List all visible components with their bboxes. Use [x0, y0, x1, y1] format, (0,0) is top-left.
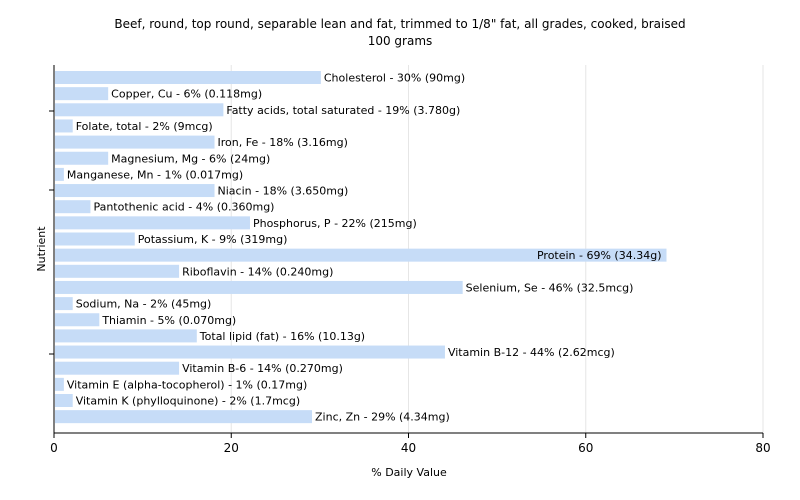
- bar: [55, 216, 250, 230]
- bar: [55, 200, 91, 214]
- bar: [55, 345, 445, 359]
- bar: [55, 87, 109, 101]
- bar: [55, 394, 73, 407]
- x-axis-title: % Daily Value: [371, 466, 447, 479]
- bar-label: Copper, Cu - 6% (0.118mg): [111, 88, 262, 101]
- bar-label: Fatty acids, total saturated - 19% (3.78…: [226, 104, 460, 117]
- bar: [55, 103, 224, 117]
- bar-label: Zinc, Zn - 29% (4.34mg): [315, 411, 450, 424]
- x-tick-label: 0: [50, 441, 58, 455]
- axes: 0 20 40 60 80: [49, 65, 771, 455]
- bar-label: Riboflavin - 14% (0.240mg): [182, 265, 333, 278]
- bar: [55, 135, 215, 149]
- bar-label: Magnesium, Mg - 6% (24mg): [111, 152, 270, 165]
- chart-title: Beef, round, top round, separable lean a…: [114, 17, 686, 31]
- bar-label: Vitamin B-6 - 14% (0.270mg): [182, 362, 343, 375]
- bar-label: Iron, Fe - 18% (3.16mg): [218, 136, 348, 149]
- bar: [55, 410, 313, 424]
- bar: [55, 167, 64, 181]
- bar: [55, 232, 135, 246]
- bar: [55, 313, 100, 327]
- bar: [55, 297, 73, 311]
- bar: [55, 151, 109, 165]
- bar-label: Protein - 69% (34.34g): [537, 249, 662, 262]
- bar-label: Total lipid (fat) - 16% (10.13g): [199, 330, 365, 343]
- x-tick-label: 80: [755, 441, 770, 455]
- bar-label: Manganese, Mn - 1% (0.017mg): [67, 168, 243, 181]
- bar-label: Potassium, K - 9% (319mg): [138, 233, 288, 246]
- bar: [55, 119, 73, 133]
- bar-label: Vitamin B-12 - 44% (2.62mcg): [448, 346, 615, 359]
- bar: [55, 377, 64, 391]
- bar: [55, 71, 321, 84]
- chart-title-block: Beef, round, top round, separable lean a…: [0, 16, 800, 50]
- x-tick-label: 60: [578, 441, 593, 455]
- bar-label: Folate, total - 2% (9mcg): [76, 120, 213, 133]
- bar: [55, 184, 215, 198]
- bar: [55, 264, 180, 278]
- bar-label: Vitamin K (phylloquinone) - 2% (1.7mcg): [76, 395, 300, 408]
- bar: [55, 248, 667, 262]
- x-tick-label: 20: [224, 441, 239, 455]
- bar-label: Phosphorus, P - 22% (215mg): [253, 217, 417, 230]
- bar-label: Pantothenic acid - 4% (0.360mg): [93, 201, 274, 214]
- x-tick-label: 40: [401, 441, 416, 455]
- bar: [55, 329, 197, 343]
- bars: Cholesterol - 30% (90mg) Copper, Cu - 6% …: [55, 71, 667, 424]
- bar-label: Vitamin E (alpha-tocopherol) - 1% (0.17m…: [67, 378, 307, 391]
- bar-label: Niacin - 18% (3.650mg): [218, 185, 349, 198]
- bar: [55, 361, 180, 375]
- bar-label: Thiamin - 5% (0.070mg): [101, 314, 236, 327]
- bar-label: Sodium, Na - 2% (45mg): [76, 298, 212, 311]
- y-axis-title: Nutrient: [35, 226, 48, 272]
- bar-label: Cholesterol - 30% (90mg): [324, 72, 465, 85]
- chart-subtitle: 100 grams: [367, 34, 433, 48]
- bar-label: Selenium, Se - 46% (32.5mcg): [466, 281, 634, 294]
- bar: [55, 280, 463, 294]
